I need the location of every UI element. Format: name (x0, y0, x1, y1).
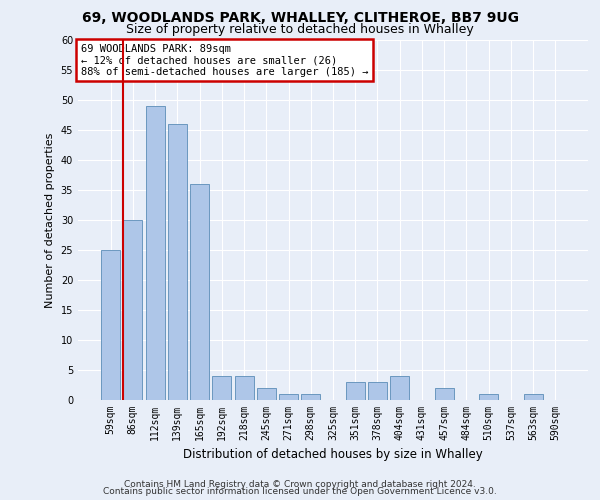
Bar (257, 388, 276, 400)
Bar (190, 184, 209, 400)
Bar (124, 220, 142, 400)
Text: 69, WOODLANDS PARK, WHALLEY, CLITHEROE, BB7 9UG: 69, WOODLANDS PARK, WHALLEY, CLITHEROE, … (82, 12, 518, 26)
Bar (146, 106, 164, 400)
X-axis label: Distribution of detached houses by size in Whalley: Distribution of detached houses by size … (183, 448, 483, 462)
Bar (524, 394, 542, 400)
Bar (101, 250, 120, 400)
Text: Size of property relative to detached houses in Whalley: Size of property relative to detached ho… (126, 22, 474, 36)
Bar (346, 382, 365, 400)
Bar (212, 376, 231, 400)
Text: 69 WOODLANDS PARK: 89sqm
← 12% of detached houses are smaller (26)
88% of semi-d: 69 WOODLANDS PARK: 89sqm ← 12% of detach… (80, 44, 368, 77)
Bar (301, 394, 320, 400)
Bar (435, 388, 454, 400)
Bar (479, 394, 498, 400)
Bar (279, 394, 298, 400)
Y-axis label: Number of detached properties: Number of detached properties (45, 132, 55, 308)
Text: Contains HM Land Registry data © Crown copyright and database right 2024.: Contains HM Land Registry data © Crown c… (124, 480, 476, 489)
Bar (235, 376, 254, 400)
Bar (368, 382, 387, 400)
Text: Contains public sector information licensed under the Open Government Licence v3: Contains public sector information licen… (103, 487, 497, 496)
Bar (390, 376, 409, 400)
Bar (168, 124, 187, 400)
